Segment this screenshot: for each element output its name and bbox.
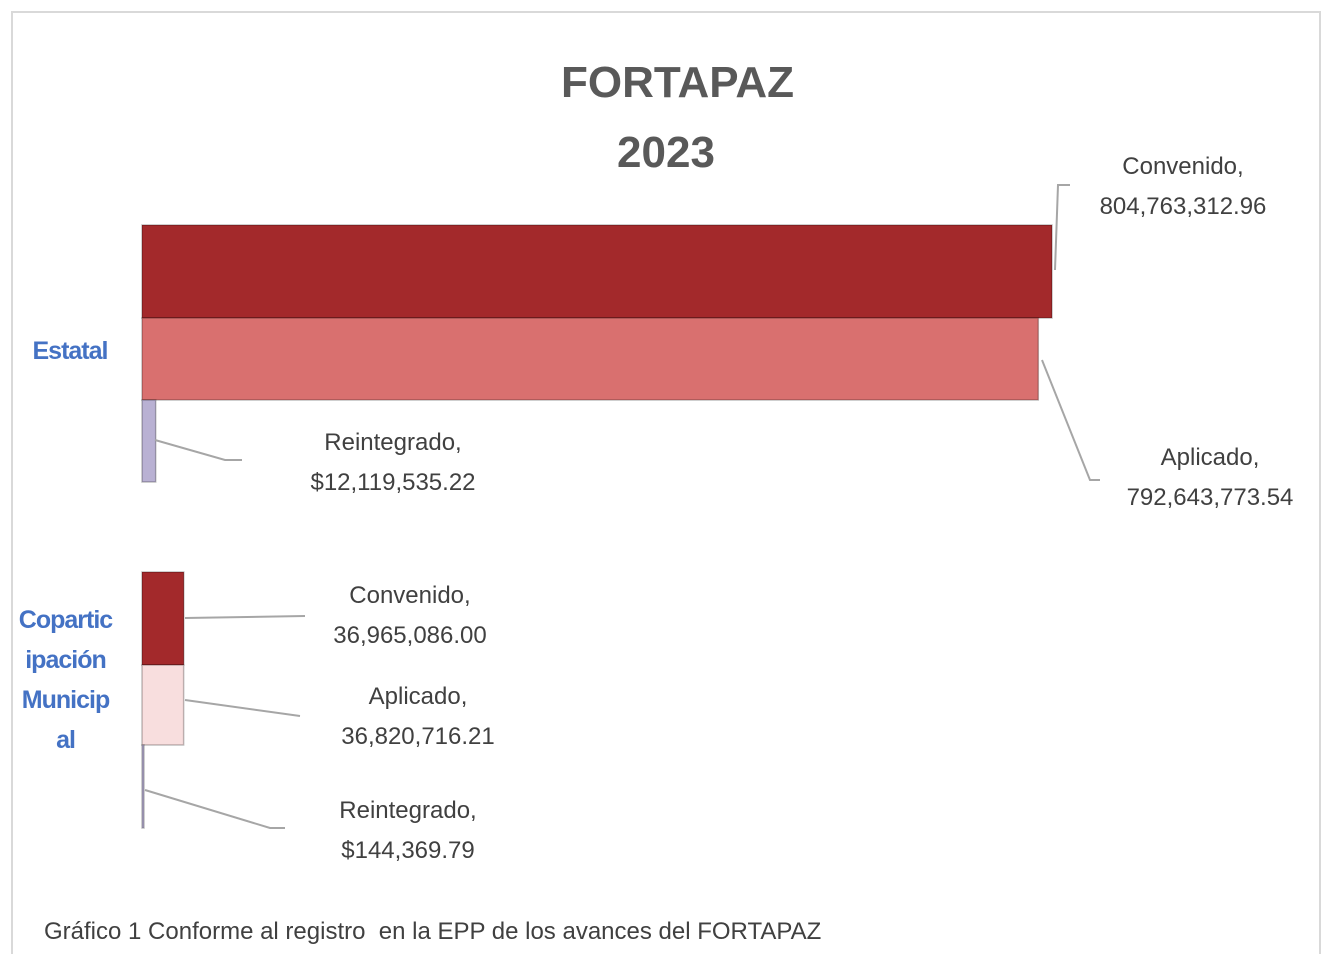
leader-line (144, 789, 285, 829)
bar-shine (141, 664, 185, 746)
bar-shine (141, 224, 1053, 319)
data-label: Reintegrado, $144,369.79 (339, 797, 477, 864)
leader-line (1041, 359, 1100, 481)
bar-shine (141, 317, 1040, 401)
category-label: Coparticipación Municipal (18, 606, 113, 754)
bar-shine (141, 744, 145, 829)
bar-shine (141, 399, 157, 483)
chart-title: FORTAPAZ 2023 (561, 58, 794, 177)
caption: Gráfico 1 Conforme al registro en la EPP… (44, 918, 822, 945)
data-label: Aplicado, 792,643,773.54 (1126, 444, 1294, 511)
category-label: Estatal (32, 337, 109, 365)
chart-border (11, 11, 1321, 954)
leader-line (154, 439, 242, 461)
data-label: Convenido, 36,965,086.00 (333, 582, 487, 649)
leader-line (184, 699, 301, 717)
leader-line (184, 615, 306, 619)
data-label: Aplicado, 36,820,716.21 (341, 683, 495, 750)
data-label: Reintegrado, $12,119,535.22 (310, 429, 476, 496)
leader-line (1054, 184, 1070, 271)
bar-shine (141, 571, 185, 666)
data-label: Convenido, 804,763,312.96 (1099, 153, 1267, 220)
